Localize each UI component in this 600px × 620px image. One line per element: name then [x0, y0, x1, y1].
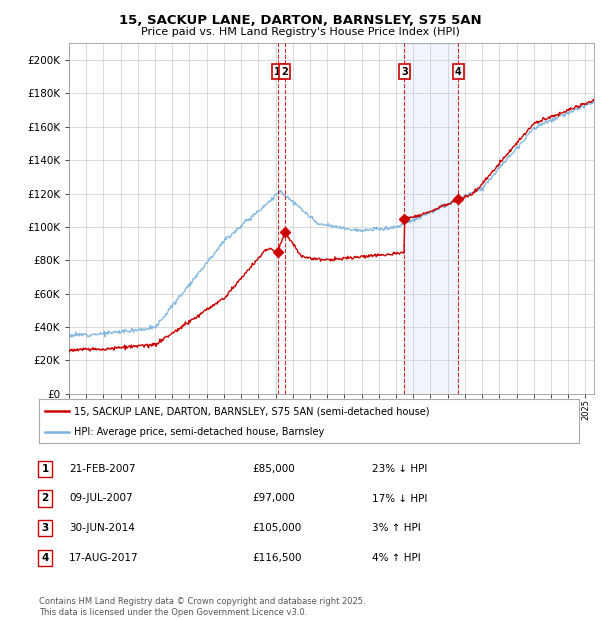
Text: Contains HM Land Registry data © Crown copyright and database right 2025.
This d: Contains HM Land Registry data © Crown c… [39, 598, 365, 617]
Text: HPI: Average price, semi-detached house, Barnsley: HPI: Average price, semi-detached house,… [74, 427, 325, 437]
Text: Price paid vs. HM Land Registry's House Price Index (HPI): Price paid vs. HM Land Registry's House … [140, 27, 460, 37]
Text: 1: 1 [274, 67, 281, 77]
Text: £85,000: £85,000 [252, 464, 295, 474]
Text: 09-JUL-2007: 09-JUL-2007 [69, 494, 133, 503]
Text: 17-AUG-2017: 17-AUG-2017 [69, 553, 139, 563]
Text: 2: 2 [281, 67, 288, 77]
Text: 21-FEB-2007: 21-FEB-2007 [69, 464, 136, 474]
Text: 15, SACKUP LANE, DARTON, BARNSLEY, S75 5AN (semi-detached house): 15, SACKUP LANE, DARTON, BARNSLEY, S75 5… [74, 406, 430, 416]
Text: £105,000: £105,000 [252, 523, 301, 533]
Text: 4: 4 [41, 553, 49, 563]
Text: 23% ↓ HPI: 23% ↓ HPI [372, 464, 427, 474]
Text: 2: 2 [41, 494, 49, 503]
Text: 3: 3 [401, 67, 408, 77]
Text: 15, SACKUP LANE, DARTON, BARNSLEY, S75 5AN: 15, SACKUP LANE, DARTON, BARNSLEY, S75 5… [119, 14, 481, 27]
Text: 3: 3 [41, 523, 49, 533]
Text: 4: 4 [455, 67, 462, 77]
Text: 1: 1 [41, 464, 49, 474]
Text: £116,500: £116,500 [252, 553, 302, 563]
Bar [404, 43, 458, 394]
Text: 3% ↑ HPI: 3% ↑ HPI [372, 523, 421, 533]
Text: £97,000: £97,000 [252, 494, 295, 503]
Text: 4% ↑ HPI: 4% ↑ HPI [372, 553, 421, 563]
Text: 30-JUN-2014: 30-JUN-2014 [69, 523, 135, 533]
Text: 17% ↓ HPI: 17% ↓ HPI [372, 494, 427, 503]
